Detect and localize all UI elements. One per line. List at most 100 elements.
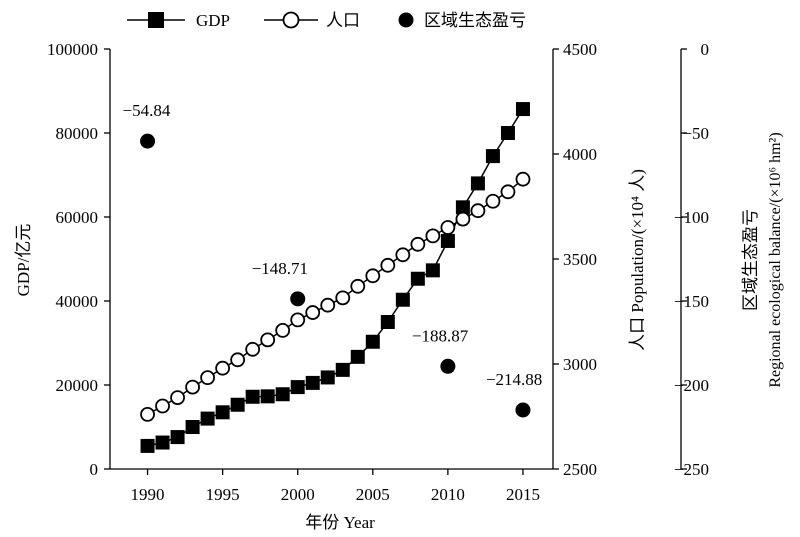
gdp-point [395, 292, 410, 307]
y-left-tick-label: 80000 [56, 124, 99, 143]
population-point [350, 278, 366, 294]
series-gdp [140, 102, 530, 453]
gdp-point [230, 397, 245, 412]
gdp-point [140, 438, 155, 453]
y-right2-axis-title-en: Regional ecological balance/(×10⁶ hm²) [767, 132, 784, 387]
y-left-tick-label: 40000 [56, 292, 99, 311]
gdp-point [425, 263, 440, 278]
legend-ecological-label: 区域生态盈亏 [424, 11, 526, 30]
x-tick-label: 2010 [431, 485, 465, 504]
x-axis-title: 年份 Year [305, 513, 375, 532]
y-right2-axis-title-cn: 区域生态盈亏 [741, 209, 760, 311]
gdp-point [305, 375, 320, 390]
gdp-point [215, 405, 230, 420]
population-point [155, 398, 170, 414]
population-point [395, 247, 411, 263]
population-point [470, 203, 486, 219]
gdp-point [185, 420, 200, 434]
gdp-point [275, 387, 290, 402]
population-point [380, 257, 396, 273]
population-point [170, 390, 185, 406]
axes: 1990 1995 2000 2005 2010 20150200004000060000… [47, 40, 709, 504]
gdp-point [155, 435, 170, 450]
population-point [185, 379, 200, 395]
population-point [275, 322, 291, 338]
population-point [200, 370, 216, 386]
gdp-point [440, 233, 455, 248]
gdp-point [500, 126, 515, 140]
y-left-tick-label: 60000 [56, 208, 99, 227]
ecological-balance-label: −214.88 [486, 370, 542, 389]
population-point [260, 332, 276, 348]
y-left-tick-label: 0 [90, 460, 99, 479]
population-point [140, 406, 155, 422]
population-point [230, 352, 246, 368]
ecological-balance-point [440, 358, 456, 374]
gdp-point [365, 334, 380, 349]
gdp-point [320, 370, 335, 385]
y-right-tick-label: 2500 [563, 460, 597, 479]
y-left-tick-label: 100000 [47, 40, 98, 59]
gdp-point [200, 411, 215, 426]
population-point [245, 341, 261, 357]
y-right2-tick-label: 0 [701, 40, 710, 59]
population-point [365, 268, 381, 284]
gdp-point [170, 430, 185, 445]
legend-population-marker [282, 11, 300, 29]
gdp-point [455, 200, 470, 215]
gdp-point [245, 389, 260, 404]
legend-ecological-marker [398, 12, 414, 28]
y-right2-tick-label: −250 [674, 460, 709, 479]
x-tick-label: 2005 [356, 485, 390, 504]
y-right-tick-label: 4500 [563, 40, 597, 59]
x-tick-label: 1990 [131, 485, 165, 504]
y-right-tick-label: 3500 [563, 250, 597, 269]
y-right2-tick-label: −200 [674, 376, 709, 395]
ecological-balance-point [290, 291, 306, 307]
gdp-point [470, 176, 485, 191]
gdp-point [290, 380, 305, 395]
population-point [485, 193, 501, 209]
population-point [455, 211, 471, 227]
legend-gdp-label: GDP [196, 11, 230, 30]
population-point [425, 228, 441, 244]
x-tick-label: 2015 [506, 485, 540, 504]
population-point [320, 297, 336, 313]
legend-gdp-marker [148, 12, 164, 28]
gdp-line [147, 108, 524, 447]
y-right-axis-title: 人口 Population/(×10⁴ 人) [628, 169, 647, 351]
ecological-balance-label: −54.84 [123, 101, 171, 120]
ecological-balance-point [515, 402, 531, 418]
ecological-balance-label: −188.87 [412, 326, 469, 345]
y-right2-tick-label: −100 [674, 208, 709, 227]
ecological-balance-label: −148.71 [252, 259, 308, 278]
series-population [140, 171, 531, 422]
legend: GDP 人口 区域生态盈亏 [127, 11, 526, 30]
gdp-point [350, 349, 365, 364]
gdp-point [515, 102, 530, 117]
population-point [515, 171, 531, 187]
population-point [500, 184, 516, 200]
gdp-point [260, 389, 275, 404]
population-point [290, 312, 306, 328]
x-tick-label: 1995 [206, 485, 240, 504]
gdp-point [380, 315, 395, 329]
y-right-tick-label: 3000 [563, 355, 597, 374]
y-right2-tick-label: −50 [682, 124, 709, 143]
y-right2-tick-label: −150 [674, 292, 709, 311]
gdp-point [410, 271, 425, 286]
y-left-tick-label: 20000 [56, 376, 99, 395]
legend-population-label: 人口 [326, 11, 360, 30]
population-point [335, 290, 351, 306]
y-right-tick-label: 4000 [563, 145, 597, 164]
gdp-point [485, 149, 500, 164]
x-tick-label: 2000 [281, 485, 315, 504]
population-point [410, 236, 426, 252]
series-ecological-balance: −54.84 −148.71 −188.87 −214.88 [123, 101, 542, 418]
population-point [215, 360, 231, 376]
y-left-axis-title: GDP/亿元 [14, 224, 33, 297]
population-point [305, 305, 321, 320]
ecological-balance-point [140, 133, 156, 149]
population-point [440, 220, 456, 235]
